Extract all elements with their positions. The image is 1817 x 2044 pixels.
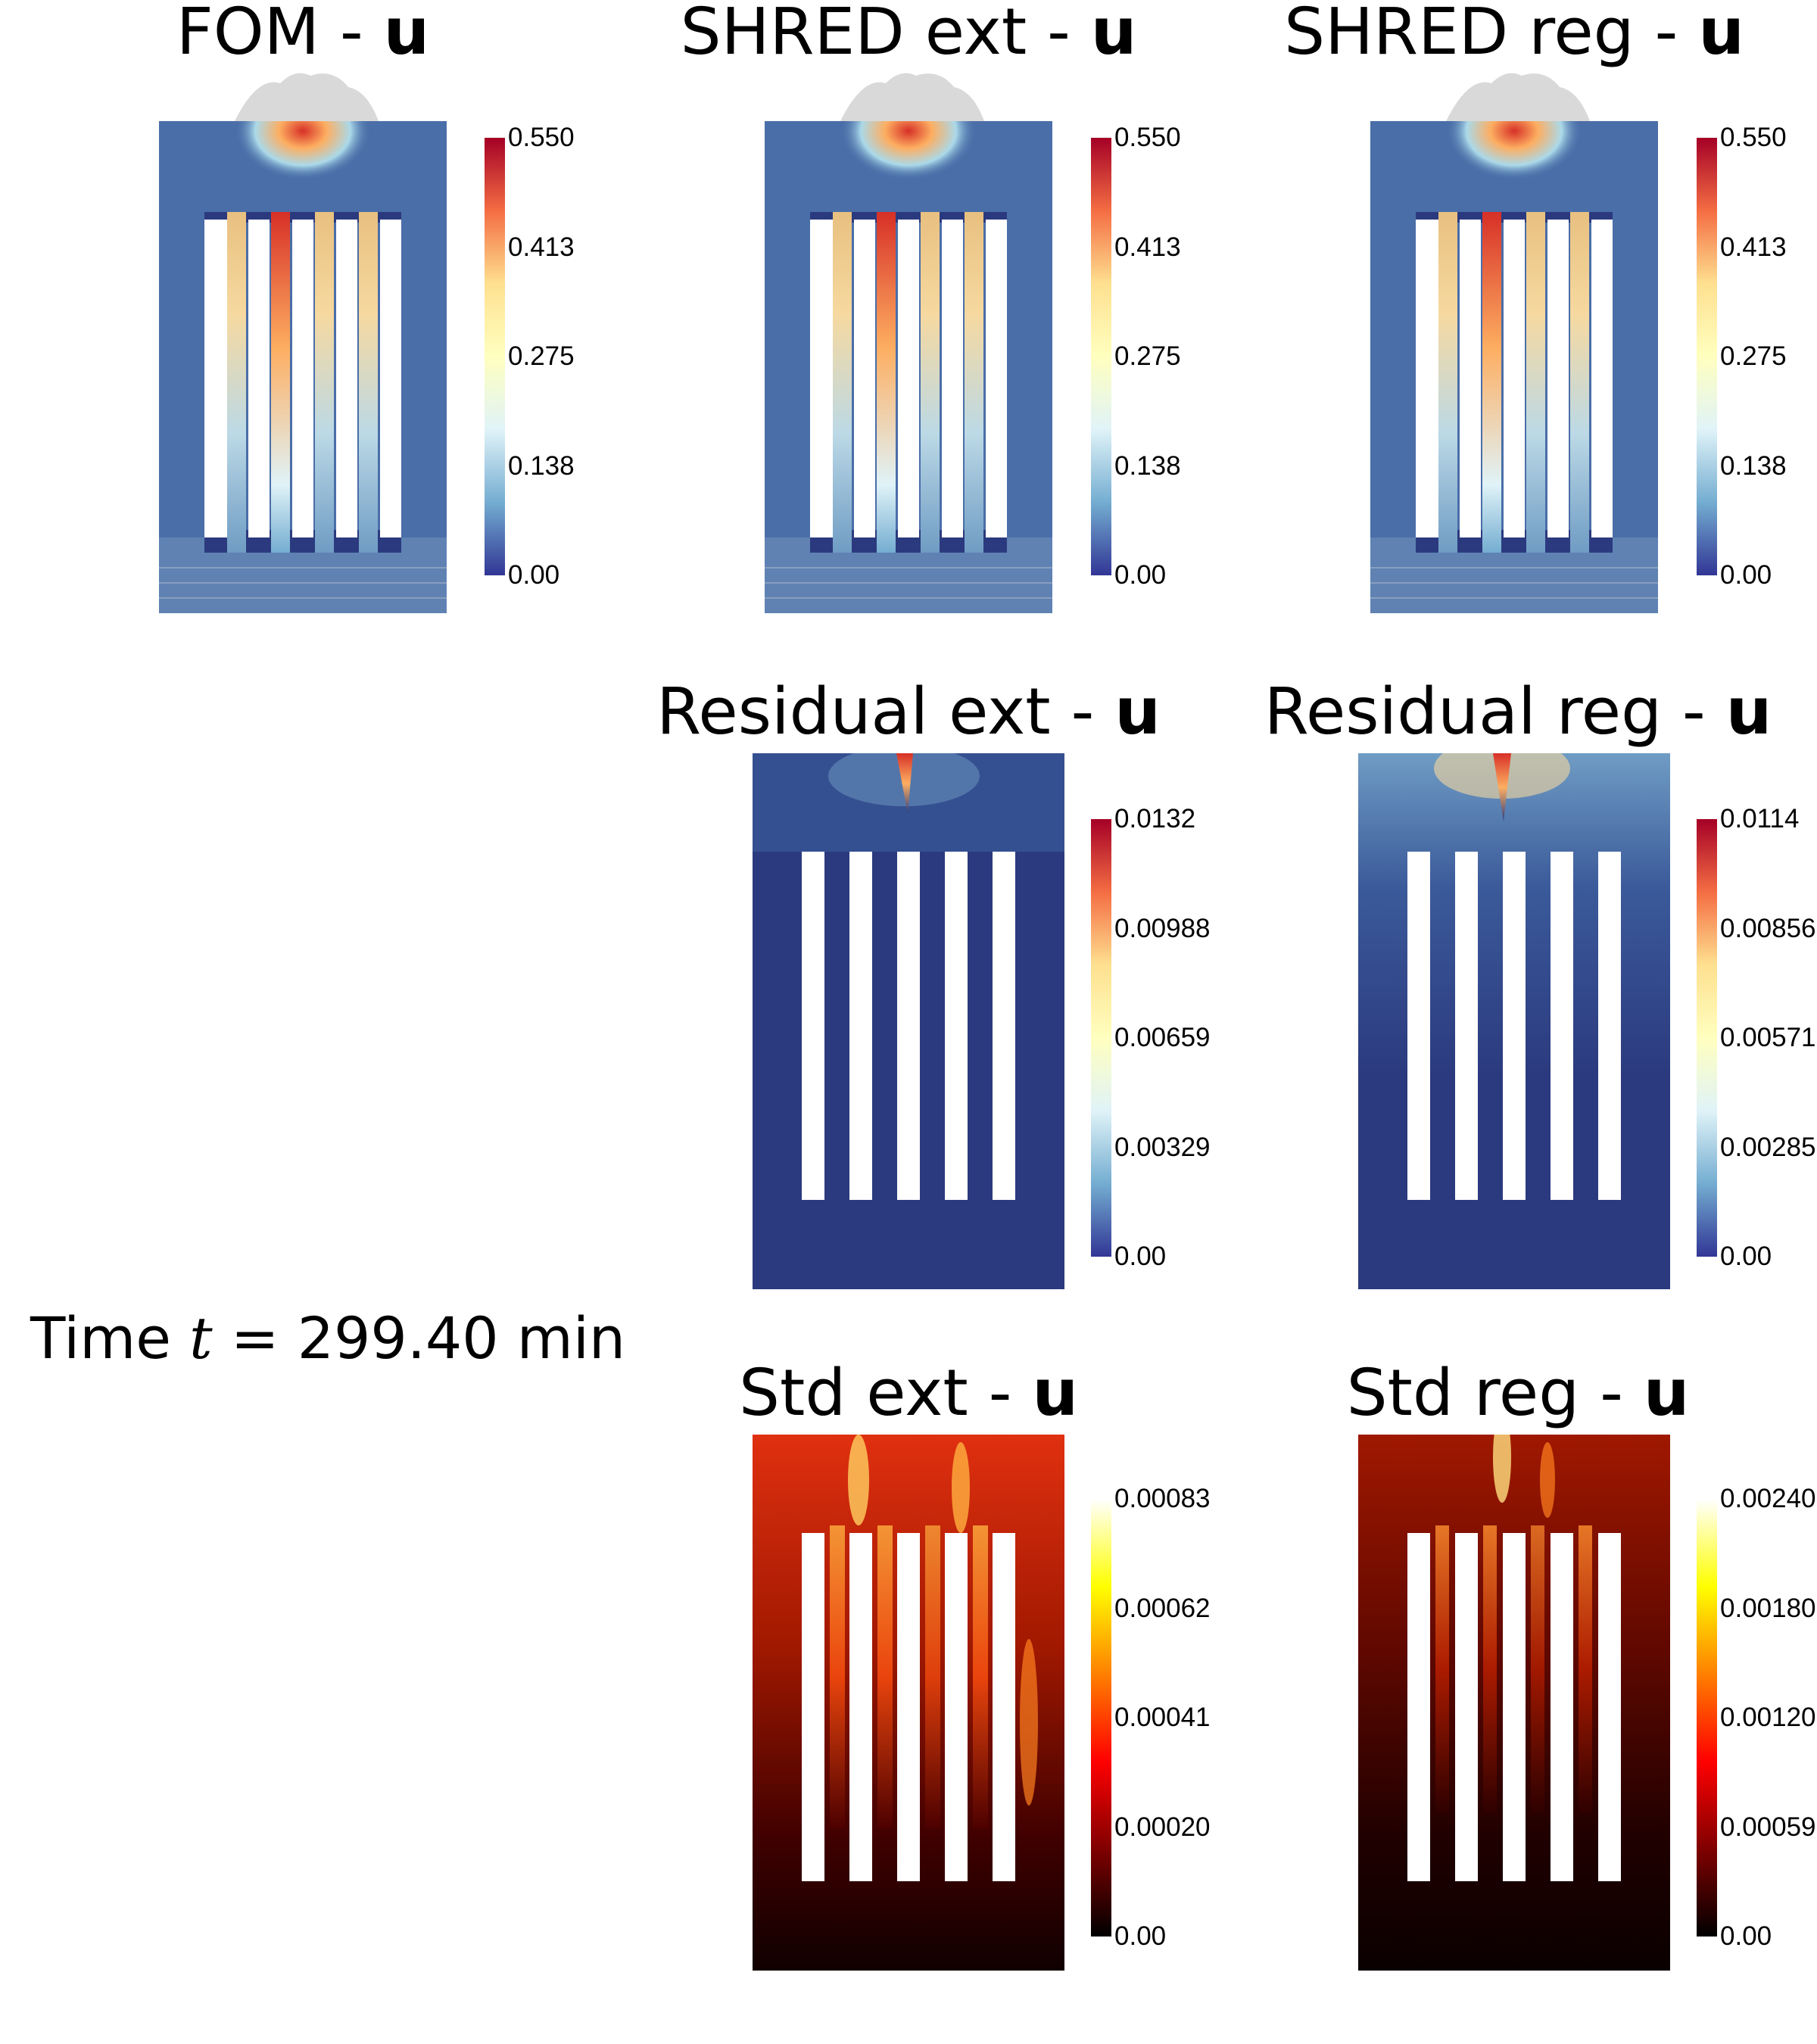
fom-field-plot [159, 68, 447, 615]
colorbar-shred-reg [1697, 138, 1717, 575]
colorbar-tick-shred-ext: 0.413 [1114, 234, 1205, 260]
panel-title-std-reg: Std reg - u [1346, 1356, 1690, 1431]
colorbar-tick-shred-reg: 0.138 [1720, 453, 1811, 479]
colorbar-tick-std-reg: 0.00120 [1720, 1704, 1816, 1732]
colorbar-tick-std-ext: 0.00020 [1114, 1814, 1232, 1840]
time-label: Time t = 299.40 min [30, 1304, 626, 1372]
colorbar-tick-shred-reg: 0.00 [1720, 562, 1811, 588]
colorbar-tick-std-ext: 0.00062 [1114, 1595, 1232, 1622]
panel-title-shred-reg: SHRED reg - u [1284, 0, 1744, 70]
colorbar-tick-shred-reg: 0.550 [1720, 124, 1811, 151]
colorbar-tick-shred-ext: 0.275 [1114, 343, 1205, 369]
colorbar-tick-residual-reg: 0.00285 [1720, 1133, 1816, 1162]
panel-title-std-ext: Std ext - u [739, 1356, 1078, 1431]
colorbar-tick-residual-ext: 0.0132 [1114, 805, 1232, 832]
colorbar-tick-fom: 0.00 [508, 562, 599, 588]
colorbar-tick-residual-ext: 0.00659 [1114, 1024, 1232, 1051]
panel-title-fom: FOM - u [176, 0, 430, 70]
colorbar-tick-residual-reg: 0.00856 [1720, 915, 1816, 943]
colorbar-fom [485, 138, 505, 575]
std-ext-field-plot [753, 1435, 1064, 1971]
residual-reg-field-plot [1358, 753, 1670, 1289]
colorbar-std-reg [1697, 1499, 1717, 1937]
colorbar-tick-residual-ext: 0.00329 [1114, 1134, 1232, 1161]
colorbar-tick-shred-reg: 0.413 [1720, 234, 1811, 260]
colorbar-tick-fom: 0.413 [508, 234, 599, 260]
colorbar-tick-fom: 0.550 [508, 124, 599, 151]
colorbar-residual-reg [1697, 819, 1717, 1257]
colorbar-tick-shred-ext: 0.00 [1114, 562, 1205, 588]
shred-reg-field-plot [1370, 68, 1658, 615]
colorbar-tick-shred-ext: 0.138 [1114, 453, 1205, 479]
panel-title-residual-reg: Residual reg - u [1264, 675, 1772, 749]
colorbar-tick-fom: 0.138 [508, 453, 599, 479]
std-reg-field-plot [1358, 1435, 1670, 1971]
shred-ext-field-plot [765, 68, 1052, 615]
colorbar-tick-residual-reg: 0.0114 [1720, 805, 1817, 832]
colorbar-tick-shred-ext: 0.550 [1114, 124, 1205, 151]
colorbar-tick-std-reg: 0.00059 [1720, 1813, 1816, 1842]
colorbar-tick-std-reg: 0.00180 [1720, 1594, 1816, 1623]
residual-ext-field-plot [753, 753, 1064, 1289]
colorbar-tick-fom: 0.275 [508, 343, 599, 369]
colorbar-tick-std-ext: 0.00041 [1114, 1704, 1232, 1731]
colorbar-tick-std-reg: 0.00 [1720, 1923, 1817, 1949]
colorbar-tick-std-ext: 0.00083 [1114, 1485, 1232, 1512]
colorbar-tick-residual-ext: 0.00988 [1114, 915, 1232, 942]
colorbar-tick-residual-reg: 0.00 [1720, 1243, 1817, 1270]
colorbar-tick-std-reg: 0.00240 [1720, 1485, 1816, 1513]
colorbar-residual-ext [1091, 819, 1111, 1257]
colorbar-std-ext [1091, 1499, 1111, 1937]
colorbar-tick-std-ext: 0.00 [1114, 1923, 1232, 1949]
colorbar-tick-residual-reg: 0.00571 [1720, 1024, 1816, 1052]
colorbar-tick-shred-reg: 0.275 [1720, 343, 1811, 369]
panel-title-residual-ext: Residual ext - u [656, 675, 1161, 749]
panel-title-shred-ext: SHRED ext - u [680, 0, 1137, 70]
colorbar-shred-ext [1091, 138, 1111, 575]
colorbar-tick-residual-ext: 0.00 [1114, 1243, 1232, 1270]
